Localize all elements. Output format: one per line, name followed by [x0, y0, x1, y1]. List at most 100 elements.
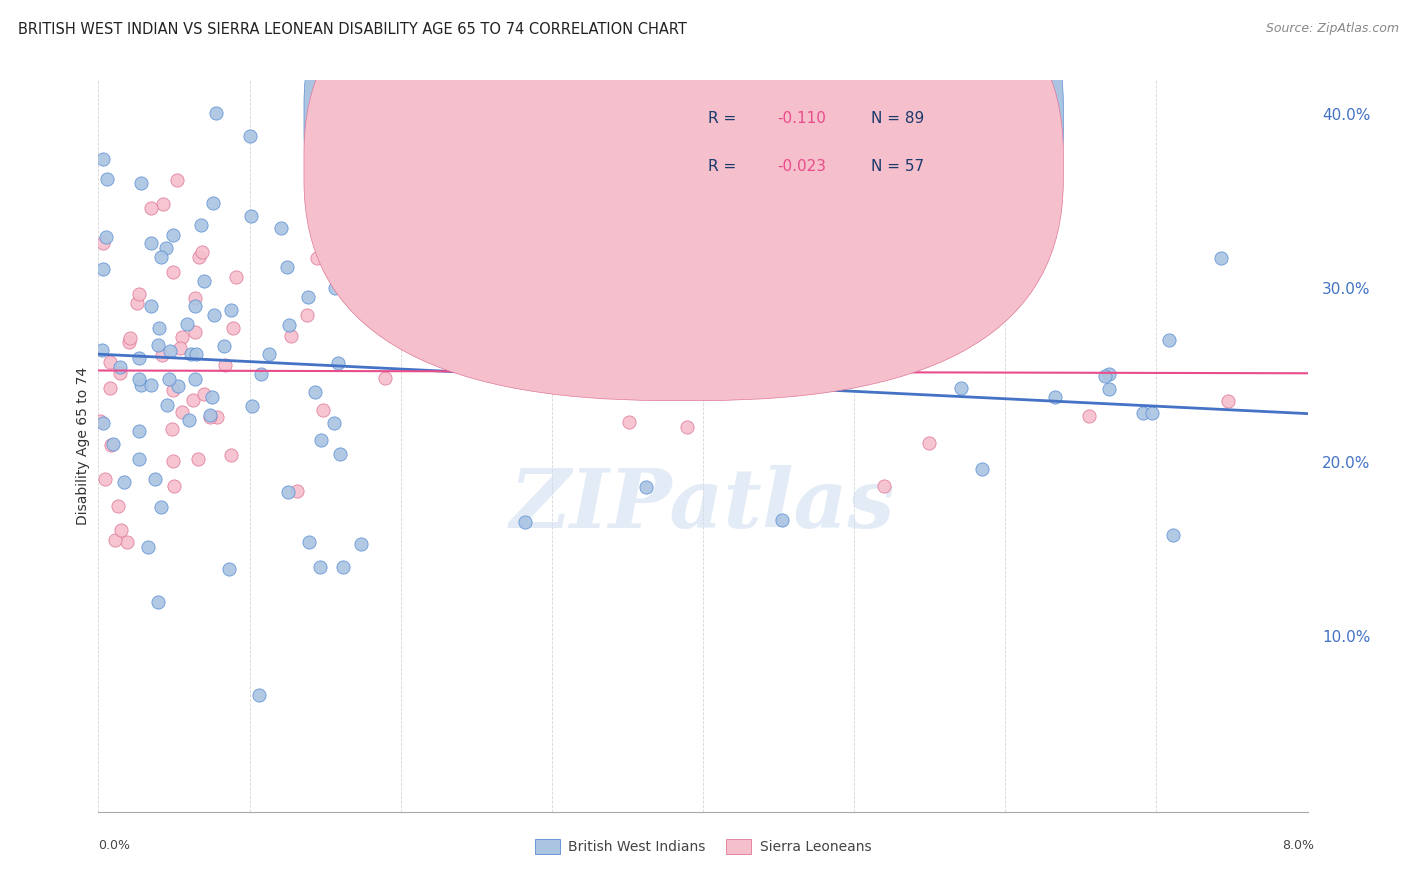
Point: [686, 343, 709, 358]
FancyBboxPatch shape: [304, 0, 1063, 401]
Point: [146, 338, 169, 352]
Point: [1094, 369, 1116, 384]
Point: [149, 500, 172, 514]
Point: [1132, 406, 1154, 420]
Point: [91, 152, 114, 166]
Point: [688, 338, 710, 352]
Point: [191, 244, 214, 259]
Text: -0.023: -0.023: [776, 159, 825, 174]
Point: [162, 422, 184, 436]
Point: [179, 413, 201, 427]
Point: [219, 303, 242, 318]
Point: [169, 341, 191, 355]
Point: [602, 383, 624, 397]
Point: [163, 479, 186, 493]
Text: 8.0%: 8.0%: [1282, 839, 1315, 852]
Point: [162, 454, 184, 468]
Point: [280, 328, 302, 343]
Point: [917, 436, 939, 450]
Point: [309, 560, 332, 574]
Point: [96, 171, 118, 186]
Point: [94, 472, 117, 486]
Point: [247, 688, 270, 702]
Point: [309, 433, 332, 447]
Point: [110, 523, 132, 537]
Point: [128, 451, 150, 466]
Point: [139, 378, 162, 392]
Point: [110, 359, 132, 374]
Point: [515, 515, 537, 529]
Point: [129, 176, 152, 190]
Point: [972, 461, 994, 475]
Point: [172, 329, 194, 343]
Point: [184, 325, 207, 339]
Point: [139, 202, 162, 216]
Text: 40.0%: 40.0%: [1322, 108, 1371, 122]
FancyBboxPatch shape: [648, 99, 993, 186]
Point: [166, 173, 188, 187]
Text: -0.110: -0.110: [776, 111, 825, 126]
Point: [222, 321, 245, 335]
Point: [354, 107, 377, 121]
Point: [326, 356, 349, 370]
Point: [181, 392, 204, 407]
Point: [193, 274, 215, 288]
Point: [374, 371, 396, 385]
Text: 30.0%: 30.0%: [1322, 282, 1371, 297]
Point: [104, 533, 127, 547]
Point: [129, 378, 152, 392]
Point: [634, 480, 657, 494]
Point: [214, 359, 236, 373]
Text: R =: R =: [707, 111, 741, 126]
Point: [110, 366, 132, 380]
Text: ZIPatlas: ZIPatlas: [510, 465, 896, 544]
Point: [167, 379, 190, 393]
Point: [176, 317, 198, 331]
Point: [193, 387, 215, 401]
Text: R =: R =: [707, 159, 741, 174]
Point: [202, 309, 225, 323]
Point: [118, 334, 141, 349]
Point: [1157, 333, 1180, 347]
Text: Source: ZipAtlas.com: Source: ZipAtlas.com: [1265, 22, 1399, 36]
Point: [277, 485, 299, 500]
Point: [125, 296, 148, 310]
Point: [184, 299, 207, 313]
Point: [198, 409, 221, 424]
Point: [187, 452, 209, 467]
Point: [148, 320, 170, 334]
Point: [1077, 409, 1099, 424]
Point: [184, 292, 207, 306]
Point: [1098, 367, 1121, 381]
Point: [676, 420, 699, 434]
Point: [172, 405, 194, 419]
Text: 10.0%: 10.0%: [1322, 630, 1371, 645]
Point: [150, 348, 173, 362]
Point: [1161, 528, 1184, 542]
Point: [329, 447, 352, 461]
Point: [770, 513, 793, 527]
Point: [297, 308, 319, 322]
Point: [218, 562, 240, 576]
Point: [180, 347, 202, 361]
Point: [368, 170, 391, 185]
Text: 20.0%: 20.0%: [1322, 456, 1371, 471]
Point: [107, 499, 129, 513]
Point: [202, 195, 225, 210]
Point: [800, 292, 823, 306]
Point: [623, 253, 645, 268]
Point: [150, 250, 173, 264]
Point: [1142, 406, 1164, 420]
Point: [350, 537, 373, 551]
Point: [617, 415, 640, 429]
Point: [323, 281, 346, 295]
Text: N = 89: N = 89: [872, 111, 924, 126]
Point: [198, 409, 221, 423]
Point: [93, 236, 115, 251]
Point: [1211, 251, 1233, 265]
Point: [278, 318, 301, 332]
Point: [94, 230, 117, 244]
Point: [188, 250, 211, 264]
Point: [146, 595, 169, 609]
Point: [128, 287, 150, 301]
